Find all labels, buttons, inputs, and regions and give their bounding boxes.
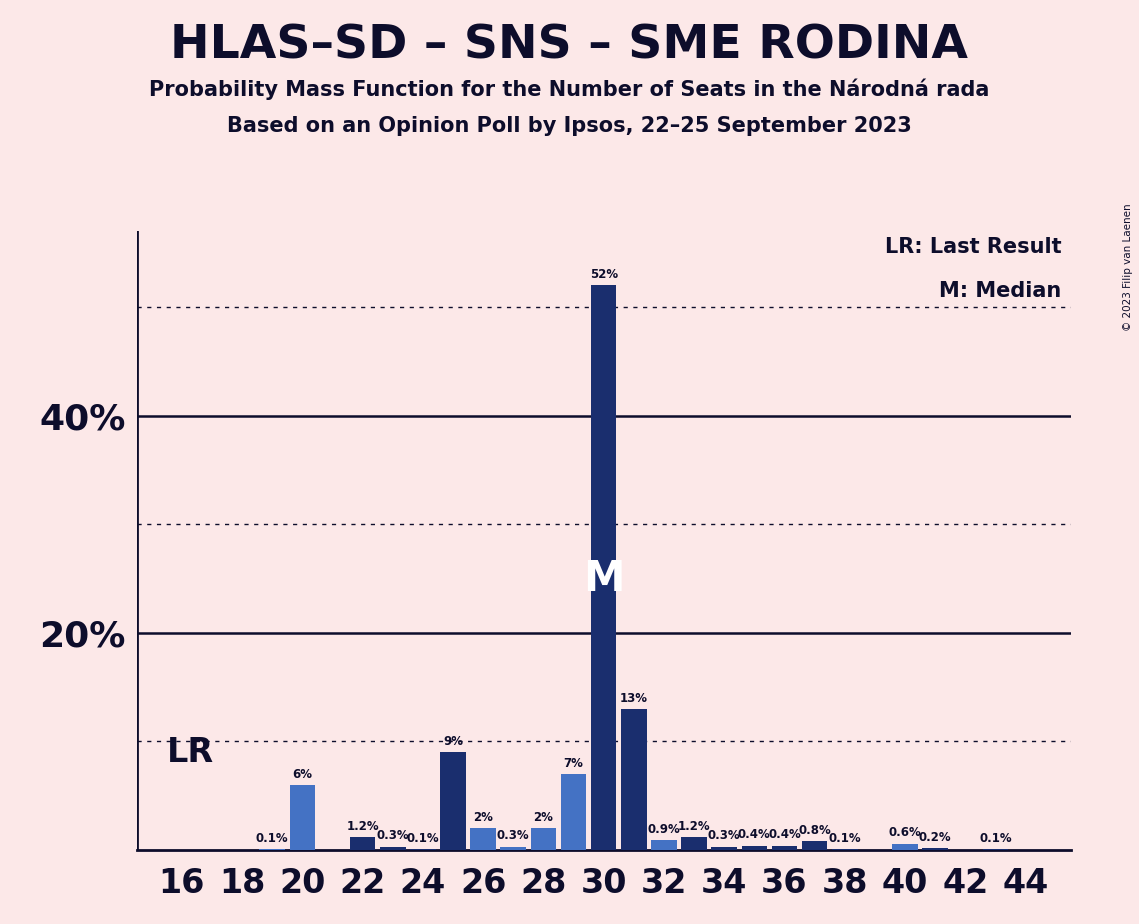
Bar (470, 828, 495, 850)
Text: LR: Last Result: LR: Last Result (885, 237, 1062, 257)
Bar (681, 837, 707, 850)
Text: 0.4%: 0.4% (738, 829, 771, 842)
Text: HLAS–SD – SNS – SME RODINA: HLAS–SD – SNS – SME RODINA (171, 23, 968, 68)
Bar (983, 849, 1008, 850)
Bar (652, 840, 677, 850)
Text: © 2023 Filip van Laenen: © 2023 Filip van Laenen (1123, 203, 1133, 331)
Bar (440, 752, 466, 850)
Text: 0.3%: 0.3% (707, 830, 740, 843)
Bar (531, 828, 556, 850)
Text: 2%: 2% (473, 811, 493, 824)
Bar (289, 784, 316, 850)
Text: 2%: 2% (533, 811, 554, 824)
Bar (741, 845, 768, 850)
Text: 13%: 13% (620, 691, 648, 704)
Text: Based on an Opinion Poll by Ipsos, 22–25 September 2023: Based on an Opinion Poll by Ipsos, 22–25… (227, 116, 912, 136)
Text: 9%: 9% (443, 735, 464, 748)
Bar (380, 846, 405, 850)
Bar (771, 845, 797, 850)
Bar (560, 774, 587, 850)
Text: 0.1%: 0.1% (828, 832, 861, 845)
Text: 0.9%: 0.9% (648, 823, 680, 836)
Text: 0.1%: 0.1% (980, 832, 1011, 845)
Bar (591, 286, 616, 850)
Text: 1.2%: 1.2% (346, 820, 379, 833)
Text: M: M (583, 557, 624, 600)
Text: 0.4%: 0.4% (768, 829, 801, 842)
Text: LR: LR (166, 736, 214, 769)
Text: Probability Mass Function for the Number of Seats in the Národná rada: Probability Mass Function for the Number… (149, 79, 990, 100)
Text: 0.6%: 0.6% (888, 826, 921, 839)
Bar (712, 846, 737, 850)
Bar (350, 837, 376, 850)
Text: M: Median: M: Median (939, 281, 1062, 300)
Text: 0.3%: 0.3% (377, 830, 409, 843)
Text: 1.2%: 1.2% (678, 820, 711, 833)
Bar (923, 848, 948, 850)
Text: 7%: 7% (564, 757, 583, 770)
Text: 0.3%: 0.3% (497, 830, 530, 843)
Text: 52%: 52% (590, 268, 617, 281)
Bar (831, 849, 858, 850)
Bar (892, 844, 918, 850)
Bar (260, 849, 285, 850)
Text: 0.2%: 0.2% (919, 831, 951, 844)
Text: 0.1%: 0.1% (256, 832, 288, 845)
Bar (500, 846, 526, 850)
Text: 0.1%: 0.1% (407, 832, 440, 845)
Text: 0.8%: 0.8% (798, 824, 831, 837)
Bar (802, 842, 827, 850)
Bar (410, 849, 436, 850)
Bar (621, 709, 647, 850)
Text: 6%: 6% (293, 768, 312, 781)
